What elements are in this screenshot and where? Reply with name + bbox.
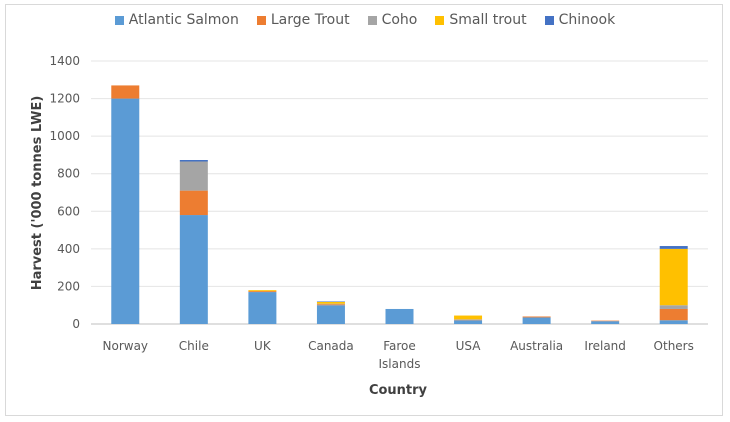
- bar-segment: [111, 98, 140, 324]
- x-tick-label: Faroe: [383, 339, 416, 353]
- bar-segment: [179, 190, 208, 216]
- bar-segment: [591, 321, 620, 324]
- bar-segment: [179, 215, 208, 324]
- legend: Atlantic Salmon Large Trout Coho Small t…: [0, 12, 730, 28]
- bar-segment: [659, 308, 688, 321]
- bar-segment: [248, 292, 277, 324]
- bar-segment: [316, 303, 345, 305]
- bar-segment: [248, 290, 277, 292]
- bar-segment: [385, 308, 414, 324]
- legend-swatch-coho: [367, 15, 377, 25]
- y-tick-label: 1400: [49, 54, 80, 68]
- bar-segment: [659, 248, 688, 306]
- bar-segment: [111, 85, 140, 99]
- bar-segment: [316, 301, 345, 302]
- x-tick-label: Islands: [379, 357, 421, 371]
- y-tick-label: 800: [57, 167, 80, 181]
- bar-segment: [316, 301, 345, 304]
- legend-item-chinook: Chinook: [544, 12, 616, 28]
- bar-segment: [454, 320, 483, 324]
- x-tick-labels: Norway Chile UK Canada Faroe Islands USA Austra…: [103, 339, 694, 371]
- legend-swatch-chinook: [544, 15, 554, 25]
- legend-item-coho: Coho: [367, 12, 418, 28]
- legend-item-small-trout: Small trout: [435, 12, 527, 28]
- bar-segment: [522, 316, 551, 318]
- x-tick-label: USA: [456, 339, 482, 353]
- y-tick-label: 600: [57, 204, 80, 218]
- y-tick-label: 1000: [49, 129, 80, 143]
- legend-swatch-small-trout: [435, 15, 445, 25]
- bar-segment: [659, 246, 688, 249]
- bar-segment: [591, 320, 620, 322]
- x-axis-title: Country: [369, 383, 428, 398]
- y-tick-label: 1200: [49, 92, 80, 106]
- y-axis-title: Harvest ('000 tonnes LWE): [30, 96, 45, 291]
- y-tick-labels: 0 200 400 600 800 1000 1200 1400: [49, 54, 80, 331]
- bar-segment: [316, 305, 345, 324]
- x-tick-label: Norway: [103, 339, 149, 353]
- x-tick-label: Others: [654, 339, 694, 353]
- x-tick-label: Canada: [308, 339, 354, 353]
- legend-swatch-large-trout: [256, 15, 266, 25]
- bar-segment: [248, 291, 277, 293]
- bar-segment: [454, 315, 483, 320]
- x-tick-label: Chile: [179, 339, 209, 353]
- x-tick-label: UK: [254, 339, 272, 353]
- legend-label-chinook: Chinook: [558, 12, 616, 28]
- bars: [111, 85, 688, 324]
- legend-label-small-trout: Small trout: [449, 12, 527, 28]
- bar-segment: [659, 320, 688, 324]
- bar-segment: [316, 304, 345, 306]
- legend-label-atlantic-salmon: Atlantic Salmon: [128, 12, 239, 28]
- legend-label-large-trout: Large Trout: [270, 12, 350, 28]
- bar-segment: [454, 319, 483, 321]
- y-tick-label: 200: [57, 279, 80, 293]
- bar-segment: [179, 161, 208, 191]
- legend-item-large-trout: Large Trout: [256, 12, 350, 28]
- legend-label-coho: Coho: [381, 12, 418, 28]
- bar-segment: [454, 319, 483, 320]
- y-tick-label: 400: [57, 242, 80, 256]
- legend-swatch-atlantic-salmon: [114, 15, 124, 25]
- x-tick-label: Ireland: [584, 339, 626, 353]
- bar-segment: [659, 305, 688, 309]
- y-tick-label: 0: [72, 317, 80, 331]
- legend-item-atlantic-salmon: Atlantic Salmon: [114, 12, 239, 28]
- bar-segment: [522, 317, 551, 324]
- x-tick-label: Australia: [510, 339, 563, 353]
- bar-segment: [179, 160, 208, 162]
